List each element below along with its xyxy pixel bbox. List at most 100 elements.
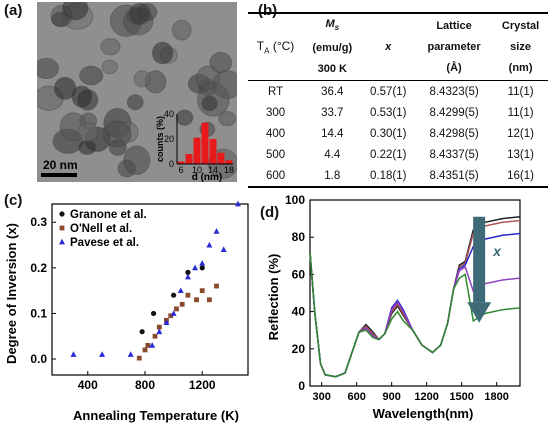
y-tick-label: 80	[292, 230, 306, 244]
size-histogram-inset: 0 20 40 6 10 14 18d (nm) counts (%)	[155, 109, 234, 182]
histogram-bar	[177, 161, 185, 164]
hist-xtick-label: 6	[178, 165, 183, 175]
hist-xlabel: d (nm)	[192, 172, 223, 182]
x-tick-label: 800	[135, 378, 155, 392]
header-x-symbol: x	[385, 41, 392, 54]
table-header-row: TA (°C) Ms (emu/g) 300 K x Lattice param…	[248, 13, 548, 81]
data-point	[127, 351, 134, 357]
data-point	[177, 287, 184, 294]
y-tick-label: 100	[285, 193, 305, 207]
header-lattice: Lattice parameter (Å)	[415, 13, 493, 81]
cell: 0.53(1)	[370, 106, 407, 119]
legend-label: O'Nell et al.	[70, 223, 132, 235]
nanoparticle	[71, 85, 93, 108]
nanoparticle	[51, 11, 70, 28]
y-tick-label: 0.3	[30, 215, 47, 229]
hist-xtick-label: 18	[224, 165, 234, 175]
nanoparticle	[100, 38, 121, 56]
nanoparticle	[37, 57, 60, 80]
panel-b-letter: (b)	[258, 2, 278, 19]
data-point	[163, 319, 170, 325]
trend-arrow-head	[467, 302, 492, 323]
cell: 36.4	[321, 85, 344, 98]
table-row: 500 4.4 0.22(1) 8.4337(5) 13(1)	[248, 144, 548, 165]
nanoparticle	[218, 111, 237, 127]
nanoparticle	[108, 139, 127, 156]
cell: 8.4323(5)	[429, 85, 479, 98]
data-point	[199, 265, 205, 271]
header-ms-unit: (emu/g)	[312, 42, 353, 55]
data-point	[70, 351, 77, 357]
panel-c-letter: (c)	[4, 192, 23, 209]
cell: 400	[265, 127, 286, 140]
hist-xtick-label: 10	[192, 165, 202, 175]
data-point	[214, 283, 219, 289]
properties-table: TA (°C) Ms (emu/g) 300 K x Lattice param…	[248, 12, 548, 189]
data-point	[199, 260, 206, 266]
y-tick-label: 60	[292, 267, 306, 281]
data-point	[194, 297, 199, 303]
panel-d-letter: (d)	[260, 204, 280, 221]
cell: 33.7	[321, 106, 344, 119]
data-point	[171, 292, 177, 298]
hist-ytick-label: 20	[164, 134, 174, 144]
spectrum-line	[309, 252, 521, 378]
cell: 8.4337(5)	[429, 148, 479, 161]
data-point	[142, 347, 148, 353]
data-point	[184, 273, 191, 280]
inversion-scatter-chart: 400 800 1200 0.0 0.1 0.2 0.3 Annealing Temperat…	[4, 200, 249, 423]
nanoparticle	[126, 94, 144, 111]
y-tick-label: 40	[292, 305, 306, 319]
header-crystal: Crystal size (nm)	[493, 13, 548, 81]
trend-annotation: x	[492, 243, 502, 259]
header-lattice-l2: parameter	[427, 40, 481, 53]
scale-bar-label: 20 nm	[43, 158, 78, 172]
x-tick-label: 400	[78, 378, 98, 392]
spectrum-line	[309, 219, 521, 378]
nanoparticle	[101, 59, 118, 75]
plot-frame	[309, 199, 521, 387]
nanoparticle	[201, 95, 218, 112]
data-point	[174, 306, 179, 312]
data-point	[149, 342, 156, 348]
header-ms-sub: s	[334, 23, 340, 33]
table-row: RT 36.4 0.57(1) 8.4323(5) 11(1)	[248, 81, 548, 103]
cell: 8.4299(5)	[429, 106, 479, 119]
y-axis-label: Reflection (%)	[266, 254, 281, 341]
spectrum-line	[309, 252, 521, 378]
y-axis-label: Degree of Inversion (x)	[4, 223, 19, 364]
header-lattice-l1: Lattice	[436, 19, 472, 32]
histogram-bar	[217, 152, 225, 164]
histogram-bar	[209, 139, 217, 164]
histogram-bar	[193, 137, 201, 164]
header-crystal-l3: (nm)	[508, 61, 533, 74]
spectrum-line	[309, 215, 521, 378]
hist-ytick-label: 0	[169, 159, 174, 169]
legend-marker	[59, 238, 65, 245]
table-row: 600 1.8 0.18(1) 8.4351(5) 16(1)	[248, 165, 548, 189]
data-point	[234, 200, 241, 207]
x-tick-label: 1200	[189, 378, 216, 392]
header-ta: TA (°C)	[248, 13, 303, 81]
nanoparticle	[78, 140, 97, 156]
header-ta-main: T	[256, 38, 265, 53]
table-row: 400 14.4 0.30(1) 8.4298(5) 12(1)	[248, 123, 548, 144]
y-tick-label: 0	[298, 379, 305, 393]
hist-xtick-label: 14	[208, 165, 218, 175]
x-tick-label: 900	[382, 391, 400, 403]
cell: 11(1)	[507, 85, 534, 98]
legend-marker	[59, 225, 65, 231]
histogram-bar	[225, 160, 233, 164]
data-point	[136, 355, 142, 361]
reflection-line-chart: 300 600 900 1200 1500 1800 0 20 40 60 80 100 Wavelen…	[266, 193, 521, 421]
panel-a-letter: (a)	[4, 2, 23, 19]
x-tick-label: 1500	[449, 391, 473, 403]
data-point	[170, 310, 177, 316]
x-tick-label: 300	[312, 391, 330, 403]
cell: 0.30(1)	[370, 127, 407, 140]
histogram-bar	[185, 154, 193, 164]
nanoparticle	[151, 41, 174, 65]
x-tick-label: 1800	[484, 391, 508, 403]
cell: 0.18(1)	[361, 165, 415, 189]
nanoparticle	[77, 122, 99, 143]
